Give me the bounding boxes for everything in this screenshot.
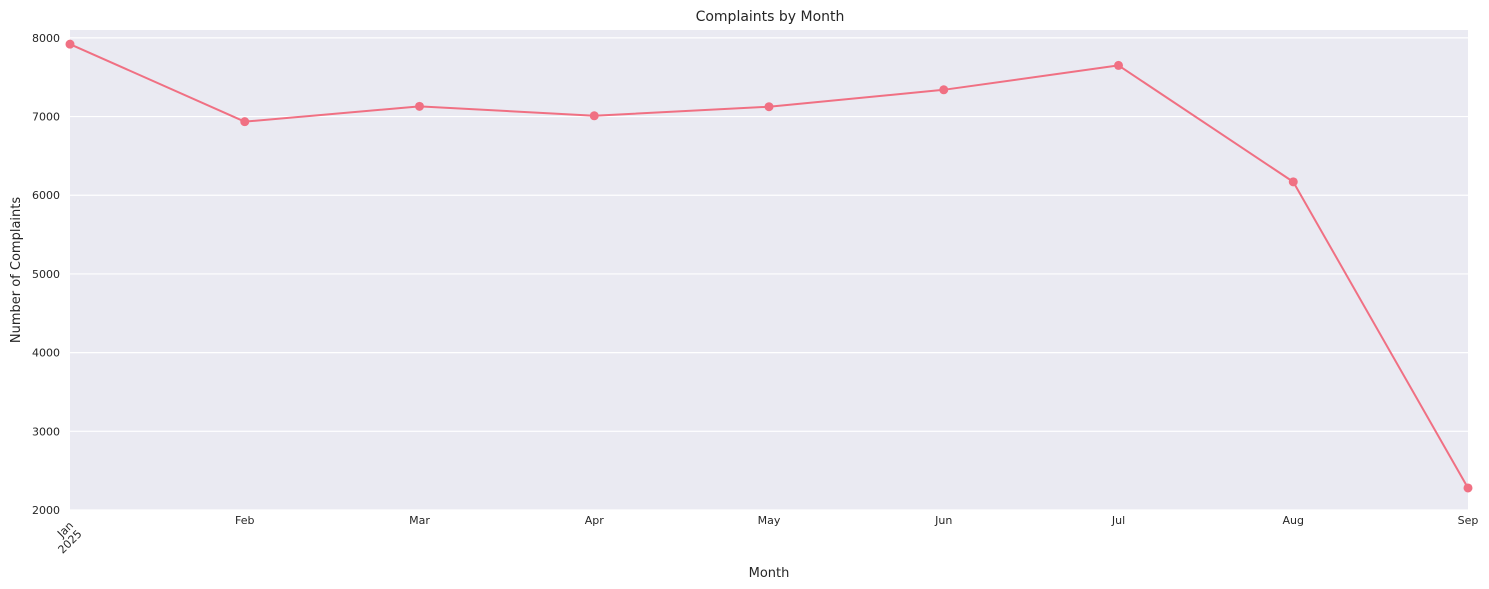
data-point xyxy=(939,85,949,95)
x-axis-label: Month xyxy=(749,566,790,581)
x-tick-label: Jun xyxy=(934,514,952,527)
x-tick-label: Mar xyxy=(409,514,430,527)
data-point xyxy=(764,102,774,112)
y-tick-label: 6000 xyxy=(32,189,60,202)
y-axis-ticks: 2000 3000 4000 5000 6000 7000 8000 xyxy=(32,32,60,517)
data-point xyxy=(65,39,75,49)
data-point xyxy=(1288,177,1298,187)
x-tick-label: Aug xyxy=(1283,514,1304,527)
y-tick-label: 5000 xyxy=(32,268,60,281)
data-point xyxy=(240,117,250,127)
data-point xyxy=(589,111,599,121)
y-tick-label: 8000 xyxy=(32,32,60,45)
x-tick-label: May xyxy=(758,514,781,527)
chart-title: Complaints by Month xyxy=(696,9,845,25)
x-tick-label: Sep xyxy=(1458,514,1479,527)
y-tick-label: 2000 xyxy=(32,504,60,517)
data-point xyxy=(415,101,424,111)
x-tick-label: Feb xyxy=(235,514,254,527)
plot-area xyxy=(70,30,1468,510)
x-tick-label: Jan2025 xyxy=(47,519,84,556)
data-point xyxy=(1114,60,1123,70)
y-tick-label: 3000 xyxy=(32,425,60,438)
data-points xyxy=(65,39,1473,493)
y-axis-label: Number of Complaints xyxy=(9,197,24,343)
x-tick-label: Apr xyxy=(585,514,605,527)
data-point xyxy=(1463,483,1473,493)
y-tick-label: 4000 xyxy=(32,347,60,360)
x-axis-ticks: Jan2025 Feb Mar Apr May Jun Jul Aug Sep xyxy=(47,514,1479,556)
y-tick-label: 7000 xyxy=(32,111,60,124)
x-tick-label: Jul xyxy=(1111,514,1125,527)
